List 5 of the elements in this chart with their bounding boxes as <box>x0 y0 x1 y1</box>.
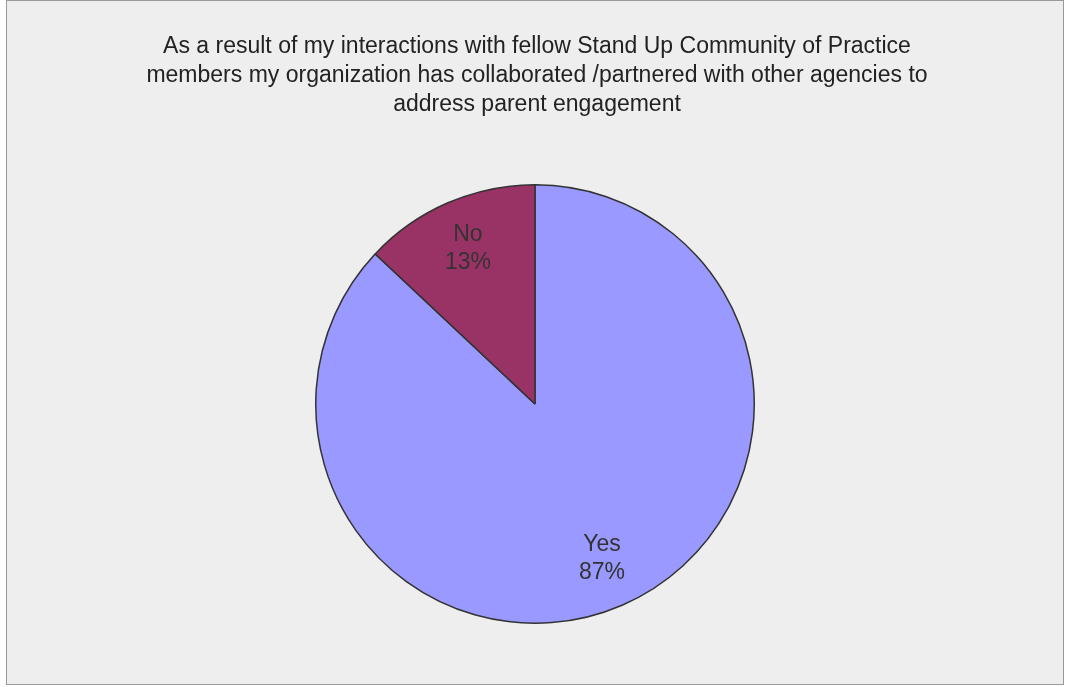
data-label: 13% <box>444 248 491 275</box>
data-label: 87% <box>579 558 626 585</box>
slice-label: Yes <box>583 530 621 557</box>
chart-title: As a result of my interactions with fellow Stand Up Community of Practice members my organization has collaborated /partnered with other agencies to address parent engagement <box>145 31 929 118</box>
slice-label: No <box>453 220 483 247</box>
